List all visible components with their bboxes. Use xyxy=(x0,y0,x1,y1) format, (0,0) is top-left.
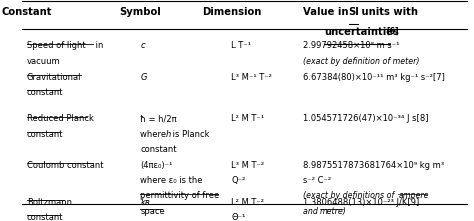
Text: 2.99792458×10⁸ m s⁻¹: 2.99792458×10⁸ m s⁻¹ xyxy=(303,41,399,50)
Text: L² M T⁻²: L² M T⁻² xyxy=(231,198,264,207)
Text: is Planck: is Planck xyxy=(170,130,210,139)
Text: kʙ: kʙ xyxy=(140,198,150,207)
Text: (exact by definitions of: (exact by definitions of xyxy=(303,191,396,200)
Text: h: h xyxy=(166,130,171,139)
Text: Boltzmann: Boltzmann xyxy=(27,198,72,207)
Text: Dimension: Dimension xyxy=(202,7,261,17)
Text: 1.3806488(13)×10⁻²³ J/K[9]: 1.3806488(13)×10⁻²³ J/K[9] xyxy=(303,198,419,207)
Text: Symbol: Symbol xyxy=(119,7,161,17)
Text: Reduced Planck: Reduced Planck xyxy=(27,114,93,123)
Text: 8.9875517873681764×10⁹ kg m³: 8.9875517873681764×10⁹ kg m³ xyxy=(303,161,444,170)
Text: Coulomb constant: Coulomb constant xyxy=(27,161,103,170)
Text: Gravitational: Gravitational xyxy=(27,73,81,82)
Text: constant: constant xyxy=(27,213,63,221)
Text: Constant: Constant xyxy=(1,7,52,17)
Text: vacuum: vacuum xyxy=(27,57,60,65)
Text: where ε₀ is the: where ε₀ is the xyxy=(140,176,203,185)
Text: constant: constant xyxy=(27,88,63,97)
Text: uncertainties: uncertainties xyxy=(324,27,399,37)
Text: where: where xyxy=(140,130,169,139)
Text: Θ⁻¹: Θ⁻¹ xyxy=(231,213,246,221)
Text: L T⁻¹: L T⁻¹ xyxy=(231,41,252,50)
Text: ampere: ampere xyxy=(398,191,429,200)
Text: [6]: [6] xyxy=(386,27,399,36)
Text: constant: constant xyxy=(27,130,63,139)
Text: in: in xyxy=(92,41,103,50)
Text: metre): metre) xyxy=(319,207,346,216)
Text: Q⁻²: Q⁻² xyxy=(231,176,246,185)
Text: SI: SI xyxy=(348,7,359,17)
Text: c: c xyxy=(140,41,145,50)
Text: Speed of light: Speed of light xyxy=(27,41,85,50)
Text: 1.054571726(47)×10⁻³⁴ J s[8]: 1.054571726(47)×10⁻³⁴ J s[8] xyxy=(303,114,428,123)
Text: 6.67384(80)×10⁻¹¹ m³ kg⁻¹ s⁻²[7]: 6.67384(80)×10⁻¹¹ m³ kg⁻¹ s⁻²[7] xyxy=(303,73,445,82)
Text: L² M T⁻¹: L² M T⁻¹ xyxy=(231,114,264,123)
Text: units with: units with xyxy=(358,7,418,17)
Text: s⁻² C⁻²: s⁻² C⁻² xyxy=(303,176,331,185)
Text: L³ M⁻¹ T⁻²: L³ M⁻¹ T⁻² xyxy=(231,73,273,82)
Text: (4πε₀)⁻¹: (4πε₀)⁻¹ xyxy=(140,161,173,170)
Text: space: space xyxy=(140,207,165,216)
Text: ħ = h/2π: ħ = h/2π xyxy=(140,114,177,123)
Text: L³ M T⁻²: L³ M T⁻² xyxy=(231,161,264,170)
Text: constant: constant xyxy=(140,145,177,154)
Text: G: G xyxy=(140,73,147,82)
Text: Value in: Value in xyxy=(303,7,352,17)
Text: permittivity of free: permittivity of free xyxy=(140,191,219,200)
Text: (exact by definition of meter): (exact by definition of meter) xyxy=(303,57,419,65)
Text: and: and xyxy=(303,207,320,216)
